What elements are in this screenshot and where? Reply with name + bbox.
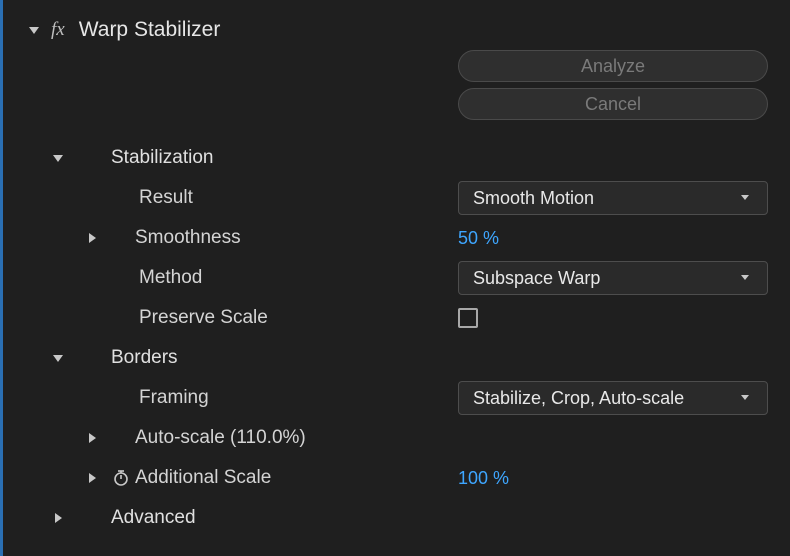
preserve-scale-checkbox[interactable] (458, 308, 478, 328)
stopwatch-icon[interactable] (111, 468, 131, 488)
advanced-twirl-right-icon[interactable] (51, 511, 65, 525)
preserve-scale-row: Preserve Scale (3, 298, 790, 338)
smoothness-value[interactable]: 50 % (458, 228, 499, 249)
result-value: Smooth Motion (473, 188, 594, 209)
analyze-button[interactable]: Analyze (458, 50, 768, 82)
chevron-down-icon (739, 271, 753, 285)
borders-twirl-down-icon[interactable] (51, 351, 65, 365)
stabilization-twirl-down-icon[interactable] (51, 151, 65, 165)
framing-row: Framing Stabilize, Crop, Auto-scale (3, 378, 790, 418)
preserve-scale-label: Preserve Scale (139, 307, 268, 329)
method-dropdown[interactable]: Subspace Warp (458, 261, 768, 295)
chevron-down-icon (739, 391, 753, 405)
smoothness-twirl-right-icon[interactable] (85, 231, 99, 245)
cancel-button[interactable]: Cancel (458, 88, 768, 120)
additional-scale-label: Additional Scale (135, 467, 271, 489)
framing-value: Stabilize, Crop, Auto-scale (473, 388, 684, 409)
method-row: Method Subspace Warp (3, 258, 790, 298)
effect-header-row: fx Warp Stabilizer (3, 10, 790, 50)
advanced-label: Advanced (111, 507, 196, 529)
effect-action-buttons: Analyze Cancel (458, 50, 768, 126)
method-label: Method (139, 267, 202, 289)
autoscale-label: Auto-scale (110.0%) (135, 427, 306, 449)
advanced-section-row[interactable]: Advanced (3, 498, 790, 538)
borders-section-row[interactable]: Borders (3, 338, 790, 378)
analyze-button-label: Analyze (581, 56, 645, 77)
framing-dropdown[interactable]: Stabilize, Crop, Auto-scale (458, 381, 768, 415)
result-dropdown[interactable]: Smooth Motion (458, 181, 768, 215)
smoothness-label: Smoothness (135, 227, 241, 249)
additional-scale-value[interactable]: 100 % (458, 468, 509, 489)
effect-panel: fx Warp Stabilizer Analyze Cancel Stabil… (0, 0, 790, 556)
stabilization-label: Stabilization (111, 147, 213, 169)
autoscale-twirl-right-icon[interactable] (85, 431, 99, 445)
smoothness-row: Smoothness 50 % (3, 218, 790, 258)
additional-scale-row: Additional Scale 100 % (3, 458, 790, 498)
additional-scale-twirl-right-icon[interactable] (85, 471, 99, 485)
result-row: Result Smooth Motion (3, 178, 790, 218)
framing-label: Framing (139, 387, 209, 409)
effect-twirl-down-icon[interactable] (27, 23, 41, 37)
autoscale-row: Auto-scale (110.0%) (3, 418, 790, 458)
result-label: Result (139, 187, 193, 209)
cancel-button-label: Cancel (585, 94, 641, 115)
stabilization-section-row[interactable]: Stabilization (3, 138, 790, 178)
chevron-down-icon (739, 191, 753, 205)
borders-label: Borders (111, 347, 178, 369)
method-value: Subspace Warp (473, 268, 600, 289)
fx-icon[interactable]: fx (51, 19, 65, 41)
effect-title[interactable]: Warp Stabilizer (79, 18, 221, 42)
